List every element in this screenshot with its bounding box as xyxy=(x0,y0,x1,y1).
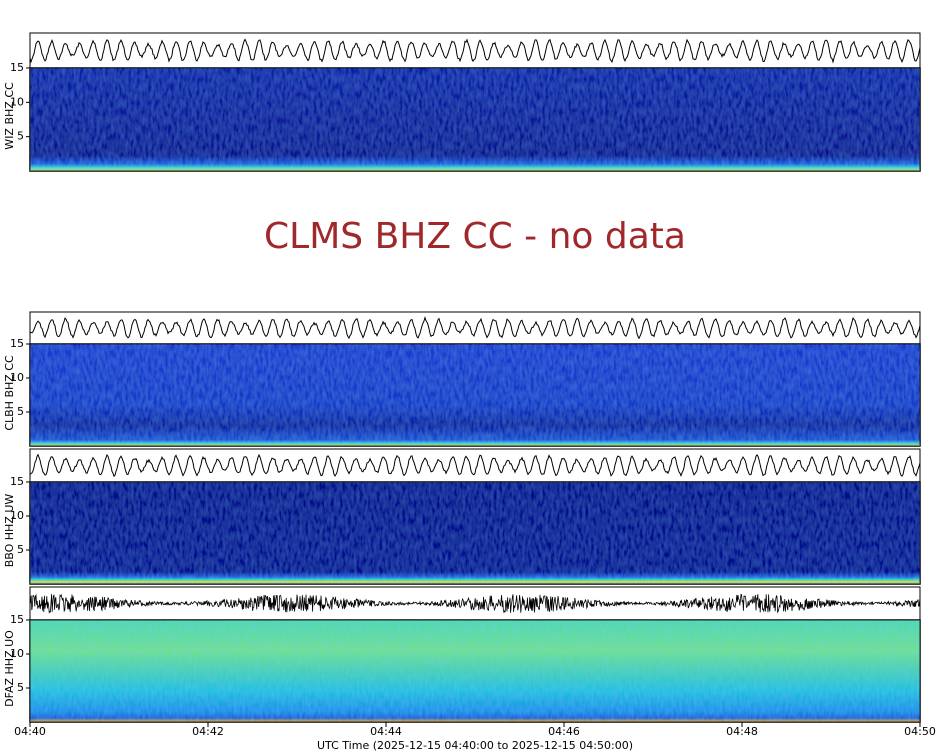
panel-label: DFAZ HHZ UO xyxy=(3,630,16,707)
x-tick-label: 04:40 xyxy=(14,725,46,738)
spectrogram-texture xyxy=(30,68,920,171)
waveform-frame xyxy=(29,448,921,483)
y-tick-label: 15 xyxy=(10,475,24,488)
spectrogram-texture xyxy=(30,482,920,584)
waveform-trace xyxy=(29,316,921,340)
waveform-frame xyxy=(29,32,921,69)
waveform-trace xyxy=(29,453,921,478)
y-tick-label: 5 xyxy=(17,405,24,418)
x-tick-label: 04:42 xyxy=(192,725,224,738)
y-tick-label: 15 xyxy=(10,613,24,626)
y-tick-label: 10 xyxy=(10,647,24,660)
x-axis-label: UTC Time (2025-12-15 04:40:00 to 2025-12… xyxy=(317,739,633,752)
y-tick-label: 10 xyxy=(10,371,24,384)
waveform-trace xyxy=(29,593,921,614)
x-tick-label: 04:50 xyxy=(904,725,936,738)
spectrogram-texture xyxy=(30,620,920,722)
panel-label: CLBH BHZ CC xyxy=(3,355,16,431)
y-tick-label: 15 xyxy=(10,337,24,350)
waveform-frame xyxy=(29,311,921,345)
no-data-message: CLMS BHZ CC - no data xyxy=(264,216,686,257)
y-tick-label: 5 xyxy=(17,130,24,143)
x-tick-label: 04:46 xyxy=(548,725,580,738)
panel-label: WIZ BHZ CC xyxy=(3,82,16,150)
y-tick-label: 10 xyxy=(10,95,24,108)
y-tick-label: 5 xyxy=(17,681,24,694)
panel-label: BBO HHZ UW xyxy=(3,494,16,568)
y-tick-label: 5 xyxy=(17,543,24,556)
spectrogram-texture xyxy=(30,344,920,446)
y-tick-label: 10 xyxy=(10,509,24,522)
y-tick-label: 15 xyxy=(10,61,24,74)
waveform-trace xyxy=(29,38,921,64)
x-tick-label: 04:44 xyxy=(370,725,402,738)
x-tick-label: 04:48 xyxy=(726,725,758,738)
